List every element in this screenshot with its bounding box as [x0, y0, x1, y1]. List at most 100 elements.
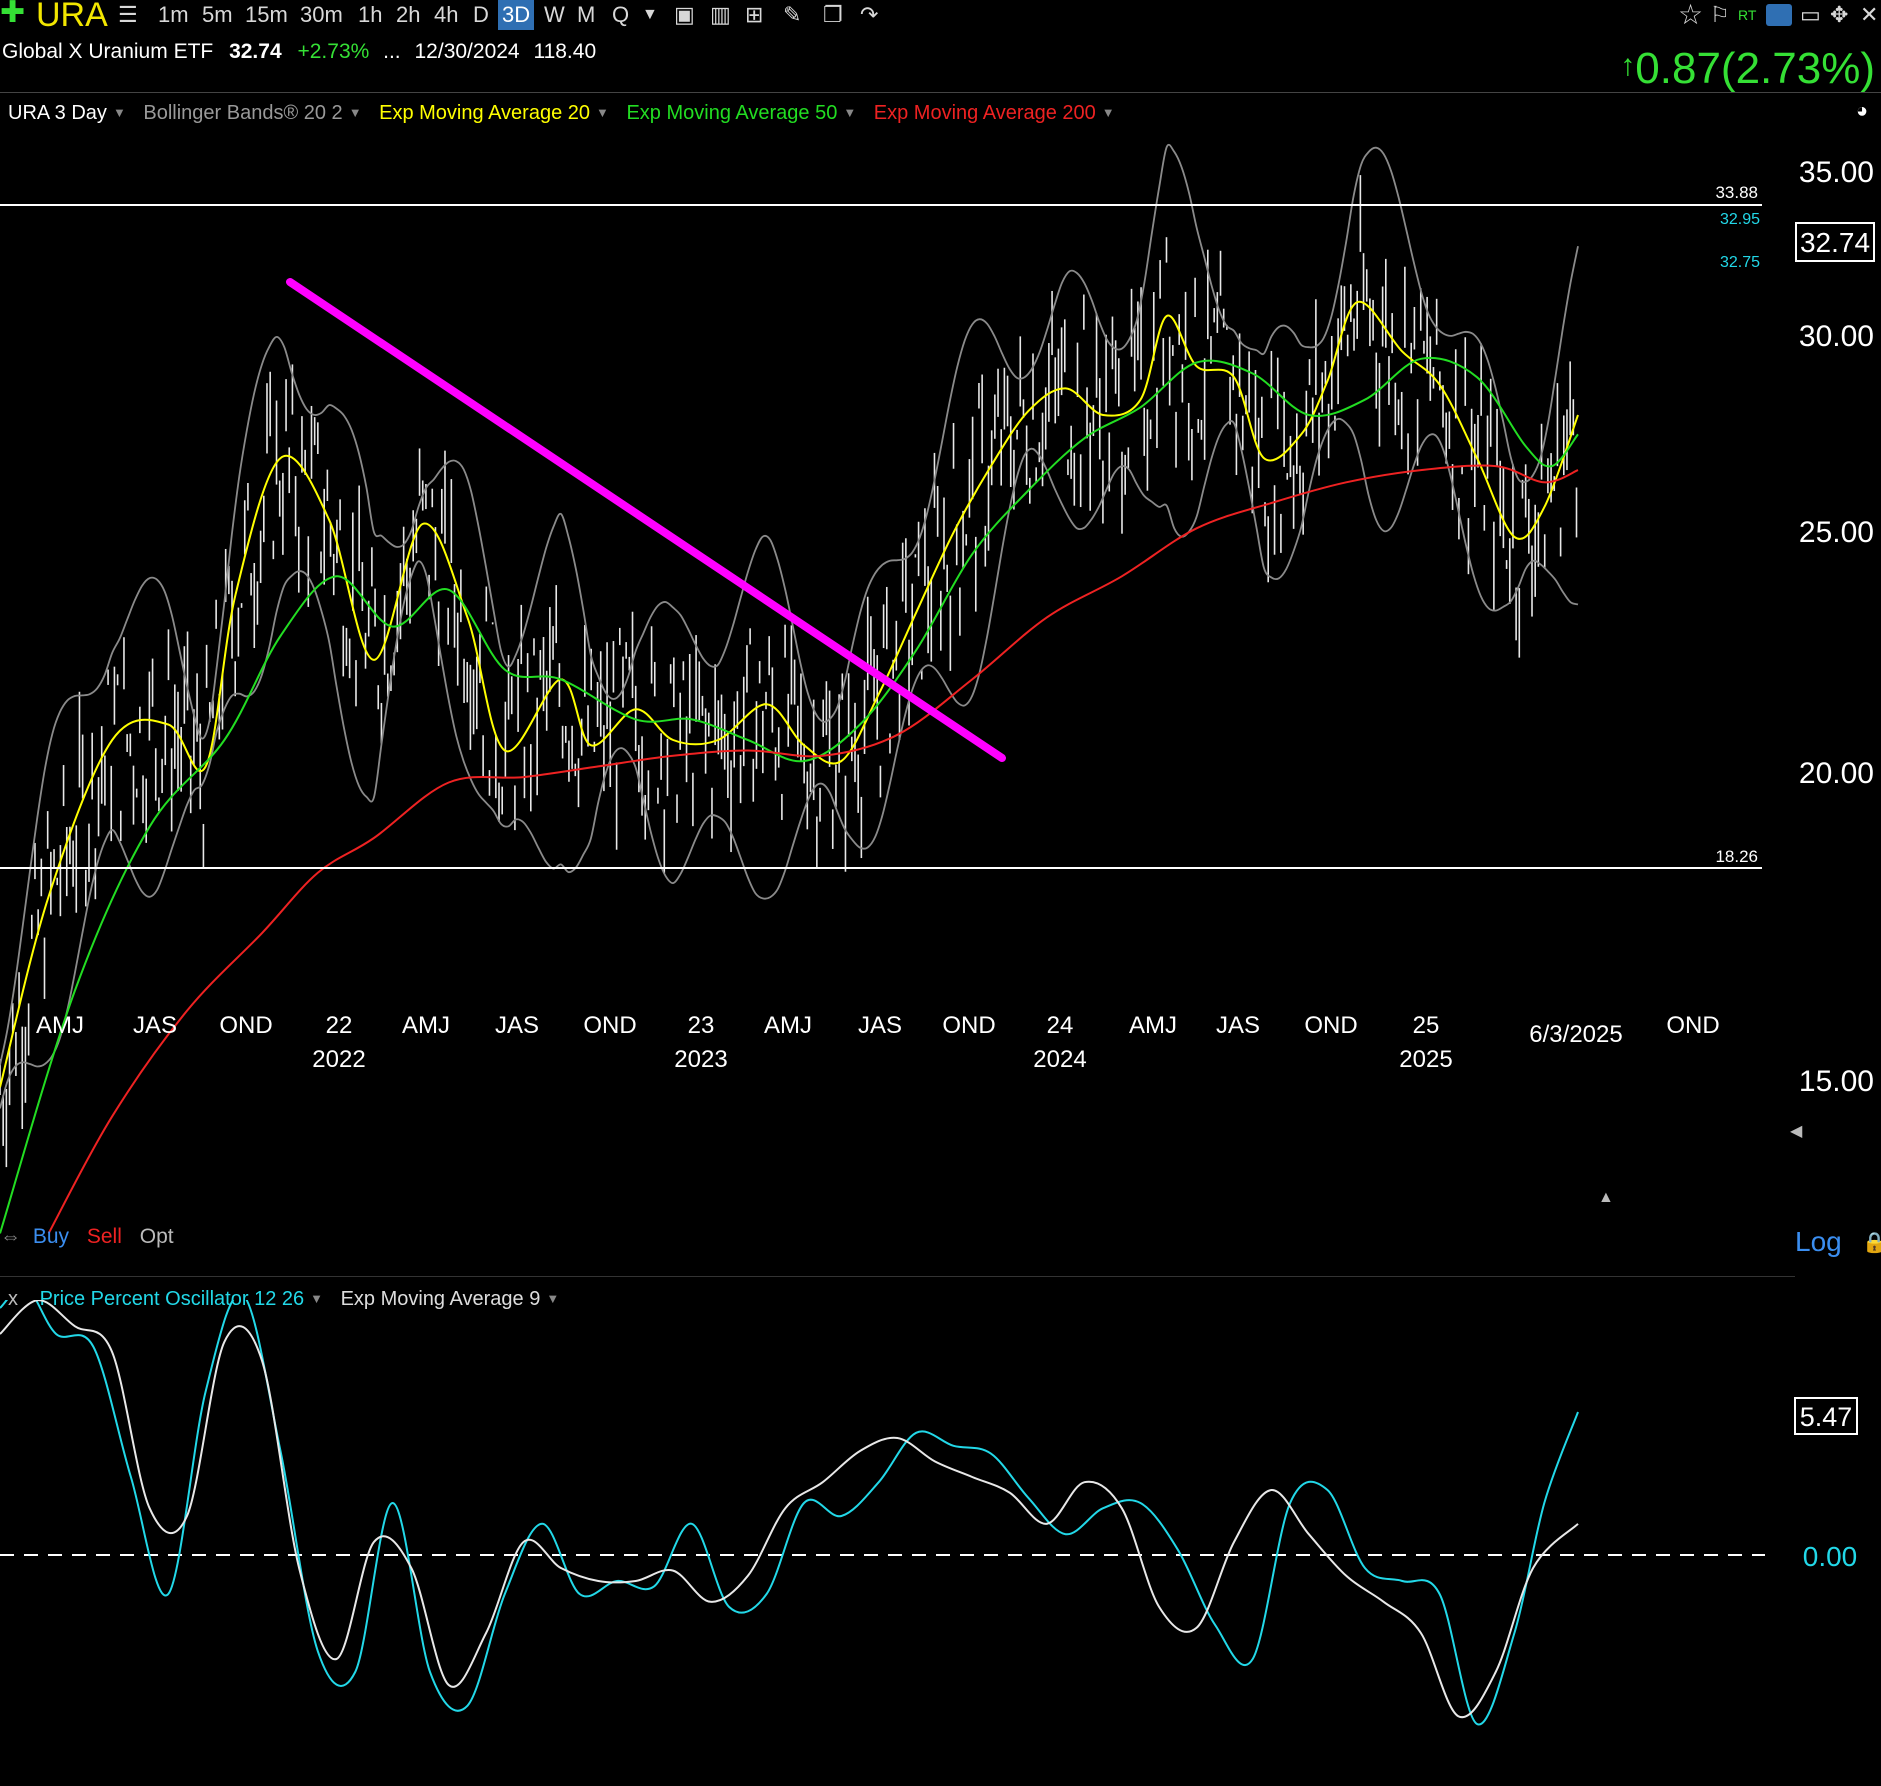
options-button[interactable]: Opt	[139, 1225, 174, 1248]
interval-30m[interactable]: 30m	[300, 2, 343, 27]
x-tick-label: AMJ	[764, 1012, 812, 1039]
oscillator-lines	[0, 1300, 1579, 1726]
flag-icon[interactable]: ⚐	[1710, 2, 1730, 27]
window-icon[interactable]: ▭	[1800, 2, 1821, 27]
x-tick-label: OND	[1666, 1012, 1719, 1039]
x-axis: AMJ JAS OND 22 AMJ JAS OND 23 AMJ JAS OND 24 AMJ JAS O…	[36, 1012, 1720, 1073]
ytick-25: 25.00	[1799, 516, 1874, 549]
ema50-line	[0, 356, 1579, 1234]
x-year-label: 2025	[1399, 1046, 1452, 1073]
x-tick-label: JAS	[133, 1012, 177, 1039]
x-tick-label: JAS	[858, 1012, 902, 1039]
x-year-label: 2024	[1033, 1046, 1086, 1073]
x-year-label: 2023	[674, 1046, 727, 1073]
ytick-35: 35.00	[1799, 156, 1874, 189]
oscillator-chart: 5.47 0.00	[0, 1300, 1858, 1726]
ppo-signal-line	[0, 1300, 1579, 1719]
pane-divider	[0, 1276, 1795, 1277]
interval-d[interactable]: D	[473, 2, 489, 27]
support-label: 18.26	[1715, 847, 1758, 866]
interval-5m[interactable]: 5m	[202, 2, 233, 27]
band-upper-label: 32.95	[1720, 211, 1760, 228]
x-tick-label: AMJ	[36, 1012, 84, 1039]
x-tick-label: 22	[326, 1012, 353, 1039]
study-ema50[interactable]: Exp Moving Average 50 ▼	[626, 102, 857, 124]
layers-icon[interactable]: ❐	[823, 2, 843, 27]
divider	[0, 92, 1881, 93]
favorite-star-icon[interactable]: ☆	[1678, 0, 1704, 30]
last-price: 32.74	[229, 40, 282, 63]
osc-last-label: 5.47	[1800, 1402, 1853, 1432]
add-symbol-icon[interactable]: ✚	[0, 0, 26, 29]
osc-zero-label: 0.00	[1803, 1541, 1858, 1572]
indicator-legend: URA 3 Day ▼ Bollinger Bands® 20 2 ▼ Exp Mo…	[8, 100, 1115, 126]
study-ema20[interactable]: Exp Moving Average 20 ▼	[379, 102, 609, 124]
quote-value: 118.40	[533, 40, 597, 63]
lock-icon[interactable]: 🔒	[1862, 1232, 1881, 1254]
x-tick-label: AMJ	[402, 1012, 450, 1039]
x-year-label: 2022	[312, 1046, 365, 1073]
x-tick-label: 24	[1047, 1012, 1074, 1039]
osc-last-box	[1794, 1397, 1858, 1435]
ema200-line	[47, 464, 1579, 1234]
interval-m[interactable]: M	[577, 2, 596, 27]
study-bollinger[interactable]: Bollinger Bands® 20 2 ▼	[143, 102, 362, 124]
symbol-input[interactable]: URA	[36, 0, 108, 34]
up-arrow-icon: ↑	[1620, 49, 1636, 82]
move-icon[interactable]: ✥	[1830, 2, 1849, 27]
draw-pencil-icon[interactable]: ✎	[783, 2, 802, 27]
interval-q[interactable]: Q	[612, 2, 630, 27]
study-main[interactable]: URA 3 Day ▼	[8, 102, 126, 124]
trade-buttons: ⇔ Buy Sell Opt	[0, 1225, 174, 1249]
quote-line: Global X Uranium ETF 32.74 +2.73% ... 12…	[2, 38, 596, 66]
big-change: ↑0.87(2.73%)	[1620, 40, 1875, 95]
resistance-label: 33.88	[1715, 183, 1758, 202]
s-plus-icon[interactable]	[1766, 4, 1792, 26]
big-change-pct: (2.73%)	[1720, 44, 1875, 93]
interval-4h[interactable]: 4h	[434, 2, 459, 27]
price-bars	[0, 175, 1578, 1168]
band-lower-label: 32.75	[1720, 254, 1760, 271]
interval-list-icon[interactable]: ☰	[118, 2, 138, 27]
downtrend-line	[286, 278, 1006, 762]
study-ema200[interactable]: Exp Moving Average 200 ▼	[873, 102, 1115, 124]
ytick-20: 20.00	[1799, 757, 1874, 790]
collapse-arrows-icon[interactable]: ⇔	[0, 1225, 21, 1248]
close-icon[interactable]: ✕	[1860, 2, 1879, 27]
ytick-15: 15.00	[1799, 1065, 1874, 1098]
interval-w[interactable]: W	[544, 2, 565, 27]
price-chart: 33.88 18.26 35.00 30.00 25.00 20.00 15.0…	[0, 143, 1875, 1234]
interval-2h[interactable]: 2h	[396, 2, 421, 27]
bollinger-lower	[0, 417, 1579, 1109]
bollinger-upper	[0, 143, 1579, 1066]
study-ppo-ema[interactable]: Exp Moving Average 9 ▼	[340, 1288, 560, 1310]
top-toolbar: ✚ URA ☰ 1m 5m 15m 30m 1h 2h 4h D 3D W M …	[0, 0, 1881, 34]
x-tick-label: JAS	[495, 1012, 539, 1039]
scroll-up-icon: ▲	[1598, 1189, 1614, 1206]
sell-button[interactable]: Sell	[86, 1225, 122, 1248]
moving-averages	[0, 301, 1579, 1234]
settings-palette-icon[interactable]: ◕	[1856, 100, 1869, 122]
grid-add-icon[interactable]: ⊞	[745, 2, 764, 27]
close-study-button[interactable]: x	[8, 1288, 18, 1310]
interval-3d[interactable]: 3D	[498, 0, 535, 30]
realtime-badge: RT	[1738, 7, 1757, 23]
ytick-30: 30.00	[1799, 320, 1874, 353]
interval-1m[interactable]: 1m	[158, 2, 189, 27]
interval-dropdown-icon[interactable]: ▼	[642, 6, 658, 23]
security-name: Global X Uranium ETF	[2, 40, 214, 63]
interval-15m[interactable]: 15m	[245, 2, 288, 27]
change-pct: +2.73%	[297, 40, 370, 63]
x-tick-label: OND	[1304, 1012, 1357, 1039]
chart-style-icon[interactable]: ▣	[674, 2, 695, 27]
buy-button[interactable]: Buy	[32, 1225, 70, 1248]
bar-chart-icon[interactable]: ▥	[710, 2, 731, 27]
log-scale-toggle[interactable]: Log	[1795, 1226, 1842, 1257]
x-tick-label: 23	[688, 1012, 715, 1039]
x-tick-label: JAS	[1216, 1012, 1260, 1039]
last-price-axis-label: 32.74	[1800, 227, 1870, 258]
interval-1h[interactable]: 1h	[358, 2, 383, 27]
share-arrow-icon[interactable]: ↷	[860, 2, 879, 27]
study-ppo[interactable]: Price Percent Oscillator 12 26 ▼	[39, 1288, 323, 1310]
scroll-left-icon: ◀	[1790, 1123, 1803, 1140]
